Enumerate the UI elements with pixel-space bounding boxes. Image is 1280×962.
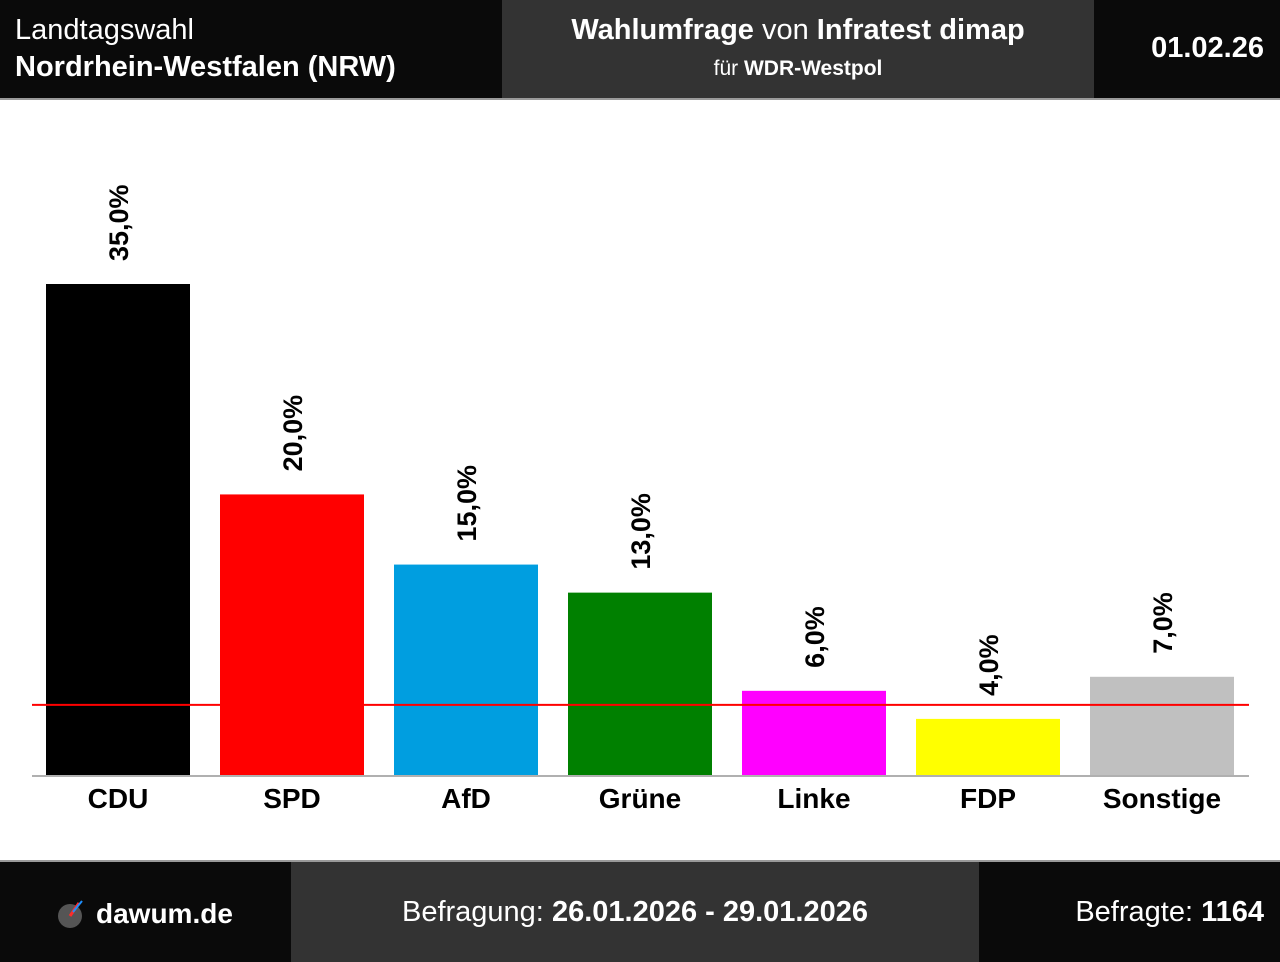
poll-title: Wahlumfrage von Infratest dimap xyxy=(502,14,1094,47)
footer-brand-panel: dawum.de xyxy=(0,862,291,962)
survey-period-dates: 26.01.2026 - 29.01.2026 xyxy=(551,896,868,928)
category-label-afd: AfD xyxy=(441,783,491,814)
category-label-gruene: Grüne xyxy=(599,783,681,814)
category-label-fdp: FDP xyxy=(960,783,1016,814)
footer-survey-panel: Befragung: 26.01.2026 - 29.01.2026 xyxy=(291,862,979,962)
category-labels-group: CDU SPD AfD Grüne Linke FDP Sonstige xyxy=(88,783,1221,814)
category-label-cdu: CDU xyxy=(88,783,149,814)
poll-institute: Infratest dimap xyxy=(816,14,1025,46)
respondents-count: 1164 xyxy=(1201,896,1264,928)
value-label-cdu: 35,0% xyxy=(104,184,134,261)
respondents-label: Befragte: xyxy=(1075,896,1202,928)
footer-respondents-panel: Befragte: 1164 xyxy=(979,862,1280,962)
header-election-panel: Landtagswahl Nordrhein-Westfalen (NRW) xyxy=(0,0,502,98)
bar-cdu xyxy=(46,284,190,775)
bar-linke xyxy=(742,690,886,775)
poll-client-prefix: für xyxy=(713,57,744,80)
header-date-panel: 01.02.26 xyxy=(1094,0,1280,98)
bar-fdp xyxy=(916,718,1060,775)
poll-bar-chart: 35,0% 20,0% 15,0% 13,0% 6,0% 4,0% 7,0% CDU SPD A… xyxy=(32,184,1249,814)
footer: dawum.de Befragung: 26.01.2026 - 29.01.2… xyxy=(0,860,1280,962)
bar-spd xyxy=(220,494,364,775)
header-poll-panel: Wahlumfrage von Infratest dimap für WDR-… xyxy=(502,0,1094,98)
bar-gruene xyxy=(568,592,712,775)
bar-sonstige xyxy=(1090,676,1234,775)
poll-client: für WDR-Westpol xyxy=(502,57,1094,81)
brand-name: dawum.de xyxy=(96,898,233,929)
respondents: Befragte: 1164 xyxy=(1075,896,1264,929)
survey-period: Befragung: 26.01.2026 - 29.01.2026 xyxy=(291,896,979,929)
brand-link[interactable]: dawum.de xyxy=(57,898,233,930)
bar-afd xyxy=(394,564,538,775)
election-type: Landtagswahl xyxy=(15,14,194,46)
value-label-gruene: 13,0% xyxy=(626,493,656,570)
category-label-spd: SPD xyxy=(263,783,321,814)
dawum-logo-icon xyxy=(58,900,83,928)
value-labels-group: 35,0% 20,0% 15,0% 13,0% 6,0% 4,0% 7,0% xyxy=(104,184,1178,695)
category-label-sonstige: Sonstige xyxy=(1103,783,1221,814)
value-label-sonstige: 7,0% xyxy=(1148,592,1178,654)
value-label-spd: 20,0% xyxy=(278,395,308,472)
bars-group xyxy=(46,284,1234,775)
category-label-linke: Linke xyxy=(777,783,850,814)
poll-client-name: WDR-Westpol xyxy=(743,57,883,80)
value-label-linke: 6,0% xyxy=(800,606,830,668)
election-region: Nordrhein-Westfalen (NRW) xyxy=(15,51,396,83)
survey-period-label: Befragung: xyxy=(401,896,552,928)
header: Landtagswahl Nordrhein-Westfalen (NRW) W… xyxy=(0,0,1280,100)
poll-title-connector: von xyxy=(753,14,817,46)
poll-title-type: Wahlumfrage xyxy=(571,14,754,46)
publish-date: 01.02.26 xyxy=(1151,32,1264,64)
value-label-fdp: 4,0% xyxy=(974,634,1004,696)
value-label-afd: 15,0% xyxy=(452,465,482,542)
